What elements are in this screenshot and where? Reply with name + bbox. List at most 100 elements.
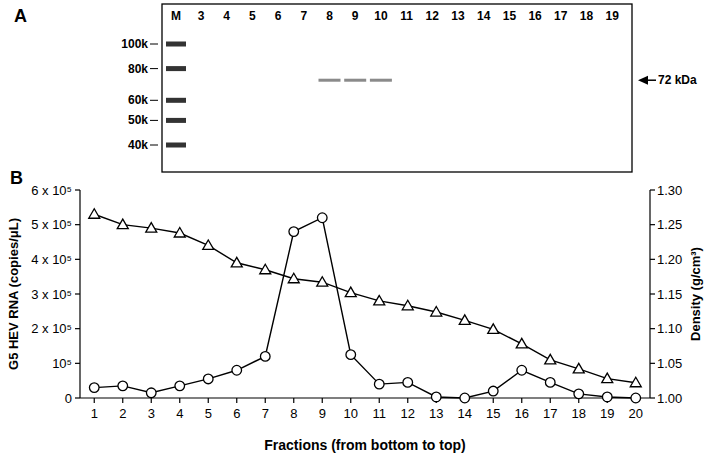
y-axis-label: G5 HEV RNA (copies/μL): [6, 218, 21, 370]
ladder-band: [166, 143, 186, 148]
series-marker: [374, 295, 385, 305]
x-tick-label: 20: [629, 406, 643, 421]
ladder-band: [166, 42, 186, 47]
series-marker: [374, 379, 384, 389]
y2-tick-label: 1.05: [657, 356, 682, 371]
series-marker: [402, 300, 413, 310]
marker-label: 80k: [128, 62, 148, 76]
lane-label: 19: [606, 9, 620, 23]
series-marker: [545, 354, 556, 364]
sample-band: [344, 79, 366, 82]
y2-tick: [650, 293, 655, 294]
marker-tick: [150, 145, 158, 146]
series-line: [94, 218, 636, 398]
y2-tick: [650, 189, 655, 190]
y-tick: [75, 328, 80, 329]
series-marker: [89, 383, 99, 393]
panel-label: A: [14, 6, 27, 26]
x-tick-label: 11: [373, 406, 387, 421]
marker-label: 60k: [128, 93, 148, 107]
x-tick: [293, 398, 294, 403]
lane-label: 13: [451, 9, 465, 23]
series-marker: [232, 365, 242, 375]
y-tick-label: 6 x 10⁵: [31, 183, 72, 198]
y2-tick: [650, 363, 655, 364]
x-tick: [208, 398, 209, 403]
series-marker: [630, 377, 641, 387]
x-tick: [322, 398, 323, 403]
y-tick: [75, 189, 80, 190]
series-marker: [146, 388, 156, 398]
panel-b: B010⁵2 x 10⁵3 x 10⁵4 x 10⁵5 x 10⁵6 x 10⁵…: [6, 168, 703, 453]
background: [0, 0, 709, 465]
y-tick-label: 4 x 10⁵: [31, 252, 72, 267]
lane-label: 12: [426, 9, 440, 23]
series-marker: [118, 381, 128, 391]
figure: AM345678910111213141516171819100k80k60k5…: [0, 0, 709, 465]
plot-area: [89, 209, 642, 403]
y-tick: [75, 224, 80, 225]
x-tick-label: 9: [319, 406, 326, 421]
lane-label: 18: [580, 9, 594, 23]
series-marker: [260, 352, 270, 362]
series-marker: [346, 350, 356, 360]
x-tick-label: 5: [205, 406, 212, 421]
series-marker: [516, 338, 527, 348]
marker-label: 50k: [128, 113, 148, 127]
series-marker: [545, 378, 555, 388]
series-marker: [231, 257, 242, 267]
x-tick: [179, 398, 180, 403]
ladder-band: [166, 66, 186, 71]
y-tick-label: 5 x 10⁵: [31, 217, 72, 232]
series-marker: [517, 365, 527, 375]
y2-tick: [650, 259, 655, 260]
lane-label: 16: [528, 9, 542, 23]
x-tick-label: 2: [119, 406, 126, 421]
marker-tick: [150, 120, 158, 121]
y2-tick: [650, 397, 655, 398]
series-marker: [460, 393, 470, 403]
y2-tick-label: 1.15: [657, 287, 682, 302]
lane-label: 14: [477, 9, 491, 23]
lane-label: 7: [300, 9, 307, 23]
y-tick-label: 0: [65, 391, 72, 406]
y-tick: [75, 363, 80, 364]
lane-label: 9: [352, 9, 359, 23]
x-tick: [350, 398, 351, 403]
x-tick: [236, 398, 237, 403]
y-tick: [75, 293, 80, 294]
series-marker: [403, 378, 413, 388]
x-tick-label: 13: [429, 406, 443, 421]
sample-band: [319, 79, 341, 82]
x-tick-label: 4: [176, 406, 183, 421]
x-tick-label: 1: [91, 406, 98, 421]
x-axis-label: Fractions (from bottom to top): [264, 437, 465, 453]
lane-label: 6: [275, 9, 282, 23]
series-marker: [174, 227, 185, 237]
lane-label: 3: [198, 9, 205, 23]
x-tick: [407, 398, 408, 403]
x-tick: [550, 398, 551, 403]
series-marker: [117, 219, 128, 229]
blot-frame: [162, 4, 632, 172]
x-tick-label: 18: [572, 406, 586, 421]
x-tick-label: 10: [344, 406, 358, 421]
y2-tick-label: 1.20: [657, 252, 682, 267]
y2-tick-label: 1.30: [657, 183, 682, 198]
x-tick-label: 3: [148, 406, 155, 421]
y-tick-label: 3 x 10⁵: [31, 287, 72, 302]
series-marker: [146, 223, 157, 233]
panel-label: B: [10, 168, 23, 188]
y2-tick: [650, 224, 655, 225]
lane-label: 17: [554, 9, 568, 23]
marker-tick: [150, 44, 158, 45]
panel-a: AM345678910111213141516171819100k80k60k5…: [14, 4, 697, 172]
series-marker: [288, 273, 299, 283]
series-marker: [289, 227, 299, 237]
series-marker: [431, 392, 441, 402]
series-line: [94, 214, 636, 382]
lane-label: 10: [374, 9, 388, 23]
x-tick: [151, 398, 152, 403]
lane-label: 11: [400, 9, 413, 23]
lane-label: M: [171, 9, 181, 23]
